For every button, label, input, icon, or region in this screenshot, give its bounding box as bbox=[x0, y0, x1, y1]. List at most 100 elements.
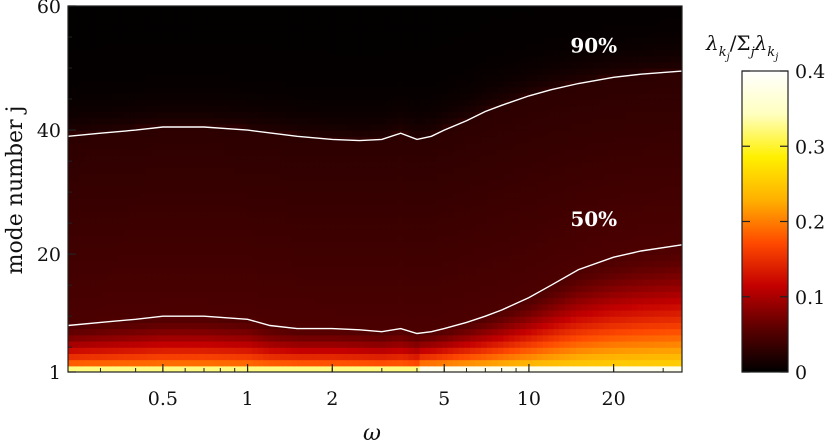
heatmap-cell bbox=[134, 179, 142, 187]
heatmap-cell bbox=[79, 235, 86, 243]
heatmap-cell bbox=[335, 105, 343, 113]
heatmap-cell bbox=[129, 340, 136, 348]
heatmap-cell bbox=[313, 68, 320, 75]
heatmap-cell bbox=[352, 43, 359, 51]
heatmap-cell bbox=[296, 210, 304, 218]
heatmap-cell bbox=[341, 55, 348, 63]
heatmap-cell bbox=[375, 49, 382, 57]
heatmap-cell bbox=[514, 130, 521, 137]
heatmap-cell bbox=[107, 254, 114, 261]
heatmap-cell bbox=[408, 260, 415, 268]
heatmap-cell bbox=[308, 241, 315, 249]
heatmap-cell bbox=[224, 154, 231, 162]
heatmap-cell bbox=[263, 12, 270, 19]
heatmap-cell bbox=[386, 340, 393, 348]
heatmap-cell bbox=[229, 123, 237, 131]
heatmap-cell bbox=[229, 266, 237, 274]
heatmap-cell bbox=[235, 30, 242, 38]
heatmap-cell bbox=[341, 247, 348, 255]
heatmap-cell bbox=[430, 117, 437, 125]
heatmap-cell bbox=[196, 167, 203, 175]
heatmap-cell bbox=[308, 18, 315, 26]
heatmap-cell bbox=[481, 204, 488, 212]
heatmap-cell bbox=[235, 334, 242, 342]
heatmap-cell bbox=[380, 359, 387, 367]
heatmap-cell bbox=[347, 285, 354, 292]
heatmap-cell bbox=[481, 216, 488, 224]
heatmap-cell bbox=[291, 334, 298, 342]
heatmap-cell bbox=[386, 117, 393, 125]
heatmap-cell bbox=[296, 241, 304, 249]
heatmap-cell bbox=[458, 235, 465, 243]
heatmap-cell bbox=[157, 105, 164, 113]
heatmap-cell bbox=[162, 61, 170, 69]
heatmap-cell bbox=[123, 142, 130, 150]
heatmap-cell bbox=[330, 340, 337, 348]
heatmap-cell bbox=[201, 37, 209, 44]
heatmap-cell bbox=[503, 117, 510, 125]
heatmap-cell bbox=[536, 229, 544, 237]
heatmap-cell bbox=[263, 254, 270, 261]
heatmap-cell bbox=[525, 12, 532, 19]
heatmap-cell bbox=[358, 86, 365, 94]
heatmap-cell bbox=[196, 334, 203, 342]
heatmap-cell bbox=[218, 117, 225, 125]
heatmap-cell bbox=[280, 210, 287, 218]
heatmap-cell bbox=[469, 210, 477, 218]
heatmap-cell bbox=[358, 272, 365, 280]
heatmap-cell bbox=[458, 272, 465, 280]
heatmap-cell bbox=[335, 12, 343, 19]
heatmap-cell bbox=[146, 37, 153, 44]
heatmap-cell bbox=[525, 278, 532, 286]
heatmap-cell bbox=[151, 173, 158, 181]
heatmap-cell bbox=[402, 210, 410, 218]
heatmap-cell bbox=[246, 185, 253, 193]
heatmap-cell bbox=[118, 247, 125, 255]
heatmap-cell bbox=[134, 278, 142, 286]
heatmap-cell bbox=[352, 12, 359, 19]
heatmap-cell bbox=[79, 99, 86, 106]
heatmap-cell bbox=[319, 148, 326, 156]
heatmap-cell bbox=[486, 204, 493, 212]
heatmap-cell bbox=[213, 167, 220, 175]
heatmap-cell bbox=[296, 92, 304, 100]
heatmap-cell bbox=[157, 309, 164, 317]
heatmap-cell bbox=[514, 49, 521, 57]
heatmap-cell bbox=[397, 74, 404, 82]
heatmap-cell bbox=[425, 161, 432, 168]
heatmap-cell bbox=[196, 49, 203, 57]
heatmap-cell bbox=[190, 68, 197, 75]
heatmap-cell bbox=[134, 136, 142, 144]
heatmap-cell bbox=[285, 247, 292, 255]
heatmap-cell bbox=[73, 198, 80, 206]
heatmap-cell bbox=[296, 359, 304, 367]
heatmap-cell bbox=[347, 80, 354, 88]
heatmap-cell bbox=[118, 161, 125, 168]
heatmap-cell bbox=[146, 111, 153, 119]
heatmap-cell bbox=[157, 278, 164, 286]
heatmap-cell bbox=[453, 179, 460, 187]
heatmap-cell bbox=[531, 74, 538, 82]
heatmap-cell bbox=[157, 43, 164, 51]
heatmap-cell bbox=[397, 297, 404, 305]
heatmap-cell bbox=[453, 359, 460, 367]
heatmap-cell bbox=[380, 80, 387, 88]
heatmap-cell bbox=[386, 210, 393, 218]
heatmap-cell bbox=[263, 68, 270, 75]
heatmap-cell bbox=[492, 260, 499, 268]
heatmap-cell bbox=[441, 12, 449, 19]
heatmap-cell bbox=[280, 266, 287, 274]
heatmap-cell bbox=[352, 316, 359, 323]
heatmap-cell bbox=[268, 328, 276, 336]
heatmap-cell bbox=[196, 6, 203, 13]
heatmap-cell bbox=[335, 309, 343, 317]
heatmap-cell bbox=[308, 223, 315, 230]
heatmap-cell bbox=[324, 297, 331, 305]
heatmap-cell bbox=[520, 347, 527, 354]
heatmap-cell bbox=[129, 254, 136, 261]
heatmap-cell bbox=[179, 92, 186, 100]
heatmap-cell bbox=[168, 316, 175, 323]
heatmap-cell bbox=[402, 278, 410, 286]
heatmap-cell bbox=[313, 198, 320, 206]
heatmap-cell bbox=[207, 68, 214, 75]
